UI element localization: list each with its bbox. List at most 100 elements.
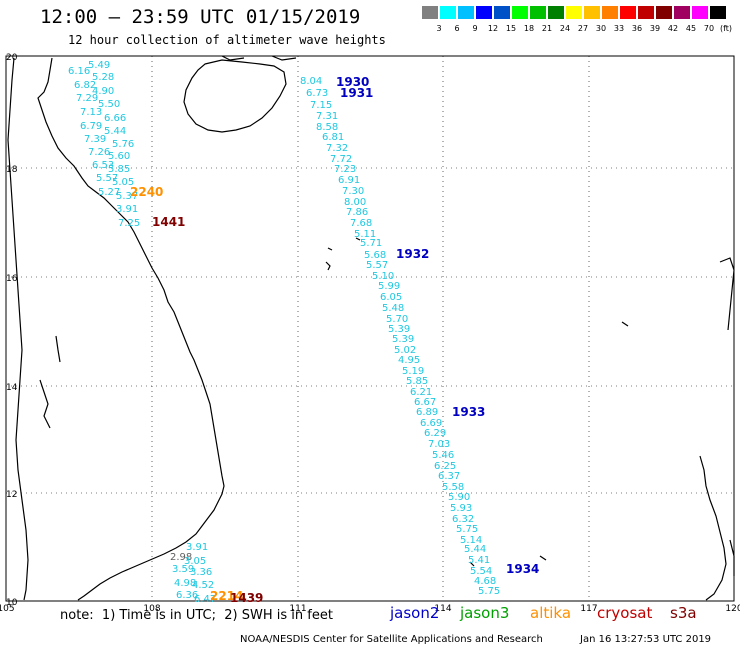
footnote: note: 1) Time is in UTC; 2) SWH is in fe… <box>60 608 333 623</box>
east-track-value: 5.68 <box>364 250 386 261</box>
west-track-value: 3.91 <box>116 204 138 215</box>
south-track-value: 6.36 <box>176 590 198 601</box>
east-track-value: 5.75 <box>456 524 478 535</box>
west-track-value: 7.13 <box>80 107 102 118</box>
legend-swatch <box>548 6 564 19</box>
west-track-values: 5.496.165.286.824.907.295.507.136.666.79… <box>68 60 140 229</box>
east-track-value: 6.21 <box>410 387 432 398</box>
lon-tick-label: 105 <box>0 604 15 614</box>
east-track-value: 5.46 <box>432 450 454 461</box>
satellite-name: jason3 <box>460 604 510 622</box>
satellite-name: altika <box>530 604 572 622</box>
east-track-value: 8.00 <box>344 197 366 208</box>
west-track-value: 6.16 <box>68 66 90 77</box>
west-track-value: 6.82 <box>74 80 96 91</box>
legend-swatch <box>674 6 690 19</box>
east-track-value: 7.32 <box>326 143 348 154</box>
lat-lon-grid <box>6 56 734 601</box>
legend-swatch <box>584 6 600 19</box>
east-track-value: 7.31 <box>316 111 338 122</box>
legend-label: 3 <box>436 24 442 33</box>
lat-tick-label: 10 <box>6 598 18 608</box>
west-track-value: 5.49 <box>88 60 110 71</box>
west-track-value: 5.37 <box>116 191 138 202</box>
legend-label: 45 <box>685 24 697 33</box>
pass-time-label: 1930 <box>336 75 369 89</box>
west-track-value: 6.53 <box>92 160 114 171</box>
legend-swatch <box>638 6 654 19</box>
east-track-value: 8.58 <box>316 122 338 133</box>
legend-swatch <box>566 6 582 19</box>
west-track-value: 5.05 <box>112 177 134 188</box>
map-subtitle: 12 hour collection of altimeter wave hei… <box>68 33 386 47</box>
east-track-value: 5.57 <box>366 260 388 271</box>
east-track-value: 5.93 <box>450 503 472 514</box>
west-track-value: 7.25 <box>118 218 140 229</box>
east-track-value: 5.90 <box>448 492 470 503</box>
map-title: 12:00 – 23:59 UTC 01/15/2019 <box>40 6 361 28</box>
lon-tick-label: 114 <box>434 604 451 614</box>
west-track-value: 5.76 <box>112 139 134 150</box>
south-track-value: 3.59 <box>172 564 194 575</box>
east-track-value: 6.32 <box>452 514 474 525</box>
legend-swatch <box>620 6 636 19</box>
axis-labels: 105 108 111 114 117 120 20 18 16 14 12 10 <box>0 53 740 614</box>
east-track-values: 8.046.737.157.318.586.817.327.727.236.91… <box>300 76 500 597</box>
legend-label: 15 <box>505 24 517 33</box>
west-track-value: 7.26 <box>88 147 110 158</box>
pass-time-label: 2240 <box>130 185 163 199</box>
east-track-value: 7.03 <box>428 439 450 450</box>
east-track-value: 5.58 <box>442 482 464 493</box>
legend-label: 6 <box>454 24 460 33</box>
east-track-value: 6.91 <box>338 175 360 186</box>
east-track-value: 6.69 <box>420 418 442 429</box>
satellite-name: s3a <box>670 604 697 622</box>
east-track-value: 5.48 <box>382 303 404 314</box>
lon-tick-label: 111 <box>289 604 306 614</box>
west-track-value: 5.60 <box>108 151 130 162</box>
south-track-value: 3.91 <box>186 542 208 553</box>
east-track-value: 4.68 <box>474 576 496 587</box>
legend-label: 12 <box>487 24 499 33</box>
east-track-value: 6.89 <box>416 407 438 418</box>
south-track-values: 3.912.983.053.593.364.984.526.366.47 <box>170 542 216 605</box>
map-frame <box>5 55 735 602</box>
east-track-value: 4.95 <box>398 355 420 366</box>
lat-tick-label: 12 <box>6 490 17 500</box>
legend-swatch <box>458 6 474 19</box>
west-track-value: 6.66 <box>104 113 126 124</box>
legend-swatch <box>530 6 546 19</box>
east-track-value: 5.41 <box>468 555 490 566</box>
legend-label: 42 <box>667 24 679 33</box>
west-track-value: 5.28 <box>92 72 114 83</box>
south-track-value: 3.36 <box>190 567 212 578</box>
west-track-value: 5.44 <box>104 126 126 137</box>
east-track-value: 7.86 <box>346 207 368 218</box>
legend-swatch <box>710 6 726 19</box>
west-track-value: 7.29 <box>76 93 98 104</box>
east-track-value: 5.85 <box>406 376 428 387</box>
timestamp: Jan 16 13:27:53 UTC 2019 <box>580 634 712 645</box>
lon-tick-label: 108 <box>143 604 160 614</box>
legend-swatch <box>494 6 510 19</box>
east-track-value: 6.67 <box>414 397 436 408</box>
east-track-value: 6.05 <box>380 292 402 303</box>
pass-time-label: 1934 <box>506 562 539 576</box>
lat-tick-label: 16 <box>6 274 18 284</box>
east-track-value: 7.30 <box>342 186 364 197</box>
legend-label: 30 <box>595 24 607 33</box>
satellite-name: jason2 <box>390 604 440 622</box>
east-track-value: 5.99 <box>378 281 400 292</box>
legend-label: 24 <box>559 24 571 33</box>
west-track-value: 6.79 <box>80 121 102 132</box>
east-track-value: 7.15 <box>310 100 332 111</box>
legend-label: 33 <box>613 24 625 33</box>
east-track-value: 7.23 <box>334 164 356 175</box>
south-track-value: 4.98 <box>174 578 196 589</box>
lat-tick-label: 14 <box>6 383 18 393</box>
south-track-value: 3.05 <box>184 556 206 567</box>
legend-label: 70 <box>703 24 715 33</box>
west-track-value: 5.57 <box>96 173 118 184</box>
pass-time-label: 1931 <box>340 86 373 100</box>
